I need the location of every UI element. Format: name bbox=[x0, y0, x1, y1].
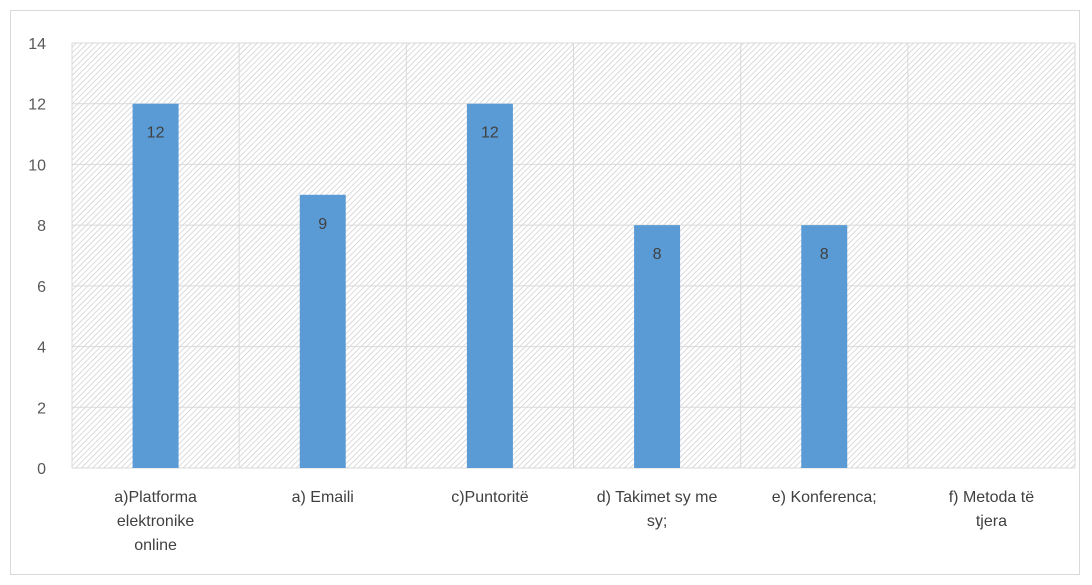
bar bbox=[299, 194, 346, 469]
data-labels: 12 9 12 8 8 bbox=[147, 125, 829, 263]
bar-value-label: 8 bbox=[820, 246, 829, 263]
y-tick-label: 0 bbox=[37, 461, 46, 478]
x-category-label: c)Puntoritë bbox=[451, 489, 528, 506]
y-tick-label: 14 bbox=[28, 36, 46, 53]
y-tick-label: 4 bbox=[37, 340, 46, 357]
y-axis-ticks: 0 2 4 6 8 10 12 14 bbox=[28, 36, 46, 478]
x-category-label: a) Emaili bbox=[292, 489, 354, 506]
bar-value-label: 12 bbox=[147, 125, 165, 142]
x-category-label: e) Konferenca; bbox=[772, 489, 877, 506]
bar-value-label: 12 bbox=[481, 125, 499, 142]
y-tick-label: 6 bbox=[37, 279, 46, 296]
bar-value-label: 8 bbox=[653, 246, 662, 263]
x-category-label: a)Platforma elektronike online bbox=[114, 489, 197, 554]
bar bbox=[801, 225, 848, 468]
bar bbox=[466, 103, 513, 468]
y-tick-label: 2 bbox=[37, 400, 46, 417]
bar bbox=[634, 225, 681, 468]
gridlines bbox=[71, 42, 1076, 469]
y-tick-label: 8 bbox=[37, 218, 46, 235]
x-axis-ticks: a)Platforma elektronike online a) Emaili c)P… bbox=[114, 489, 1034, 554]
bar-value-label: 9 bbox=[318, 216, 327, 233]
y-tick-label: 12 bbox=[28, 97, 46, 114]
x-category-label: f) Metoda të tjera bbox=[949, 489, 1034, 530]
y-tick-label: 10 bbox=[28, 157, 46, 174]
bars bbox=[132, 103, 848, 469]
x-category-label: d) Takimet sy me sy; bbox=[597, 489, 718, 530]
bar bbox=[132, 103, 179, 468]
